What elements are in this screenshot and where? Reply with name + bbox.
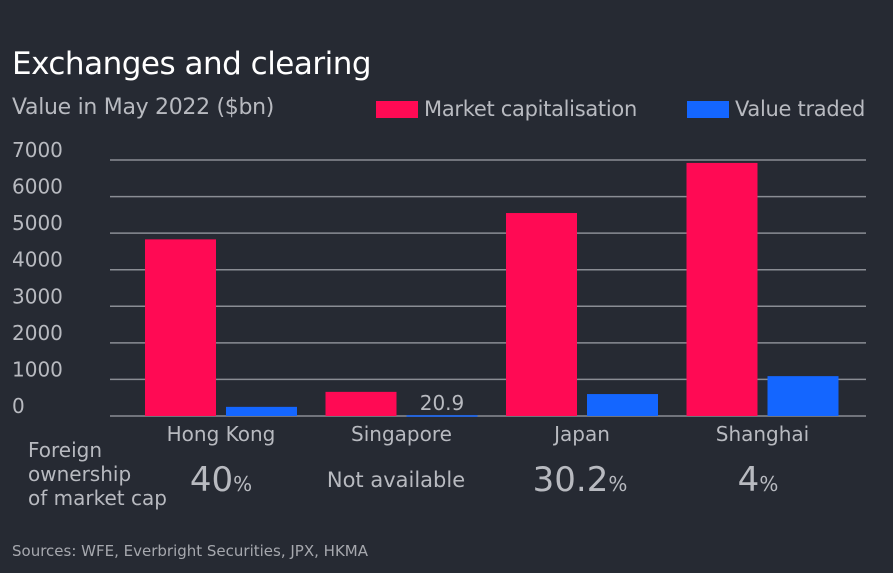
- legend-label: Value traded: [735, 97, 866, 121]
- legend-swatch-value-traded: [687, 100, 729, 118]
- bar-value-traded: [226, 406, 297, 416]
- ownership-unit: %: [233, 472, 253, 496]
- y-tick-label: 4000: [12, 248, 63, 272]
- ownership-shanghai: 4%: [688, 460, 828, 500]
- ownership-label-line: Foreign: [28, 438, 103, 462]
- category-label: Hong Kong: [167, 422, 276, 446]
- bar-market-capitalisation: [145, 239, 216, 416]
- ownership-value: Not available: [326, 468, 466, 492]
- ownership-hong-kong: 40%: [151, 460, 291, 500]
- legend-swatch-market-cap: [376, 100, 418, 118]
- y-tick-label: 6000: [12, 175, 63, 199]
- source-note: Sources: WFE, Everbright Securities, JPX…: [12, 542, 368, 560]
- chart-title: Exchanges and clearing: [12, 46, 372, 82]
- y-tick-label: 0: [12, 394, 25, 418]
- ownership-unit: %: [759, 472, 779, 496]
- ownership-value: 4: [737, 460, 760, 500]
- ownership-unit: %: [608, 472, 628, 496]
- ownership-label: Foreign ownership of market cap: [28, 438, 167, 510]
- bar-value-traded: [767, 376, 839, 416]
- category-label: Shanghai: [716, 422, 810, 446]
- ownership-japan: 30.2%: [510, 460, 650, 500]
- category-label: Japan: [552, 422, 610, 446]
- bar-market-capitalisation: [506, 213, 577, 416]
- legend-market-cap: Market capitalisation: [376, 97, 637, 121]
- y-tick-label: 5000: [12, 211, 63, 235]
- ownership-singapore: Not available: [326, 460, 466, 500]
- ownership-value: 40: [189, 460, 234, 500]
- ownership-label-line: of market cap: [28, 486, 167, 510]
- ownership-label-line: ownership: [28, 462, 132, 486]
- bar-market-capitalisation: [325, 391, 397, 416]
- bar-value-traded: [406, 415, 478, 417]
- chart-subtitle: Value in May 2022 ($bn): [12, 95, 275, 120]
- bar-market-capitalisation: [686, 162, 758, 416]
- legend-value-traded: Value traded: [687, 97, 865, 121]
- legend-label: Market capitalisation: [424, 97, 637, 121]
- y-tick-label: 2000: [12, 321, 63, 345]
- data-label: 20.9: [420, 391, 465, 415]
- y-tick-label: 1000: [12, 357, 63, 381]
- y-tick-label: 7000: [12, 138, 63, 162]
- ownership-value: 30.2: [532, 460, 609, 500]
- bar-value-traded: [587, 394, 658, 416]
- y-tick-label: 3000: [12, 284, 63, 308]
- category-label: Singapore: [351, 422, 452, 446]
